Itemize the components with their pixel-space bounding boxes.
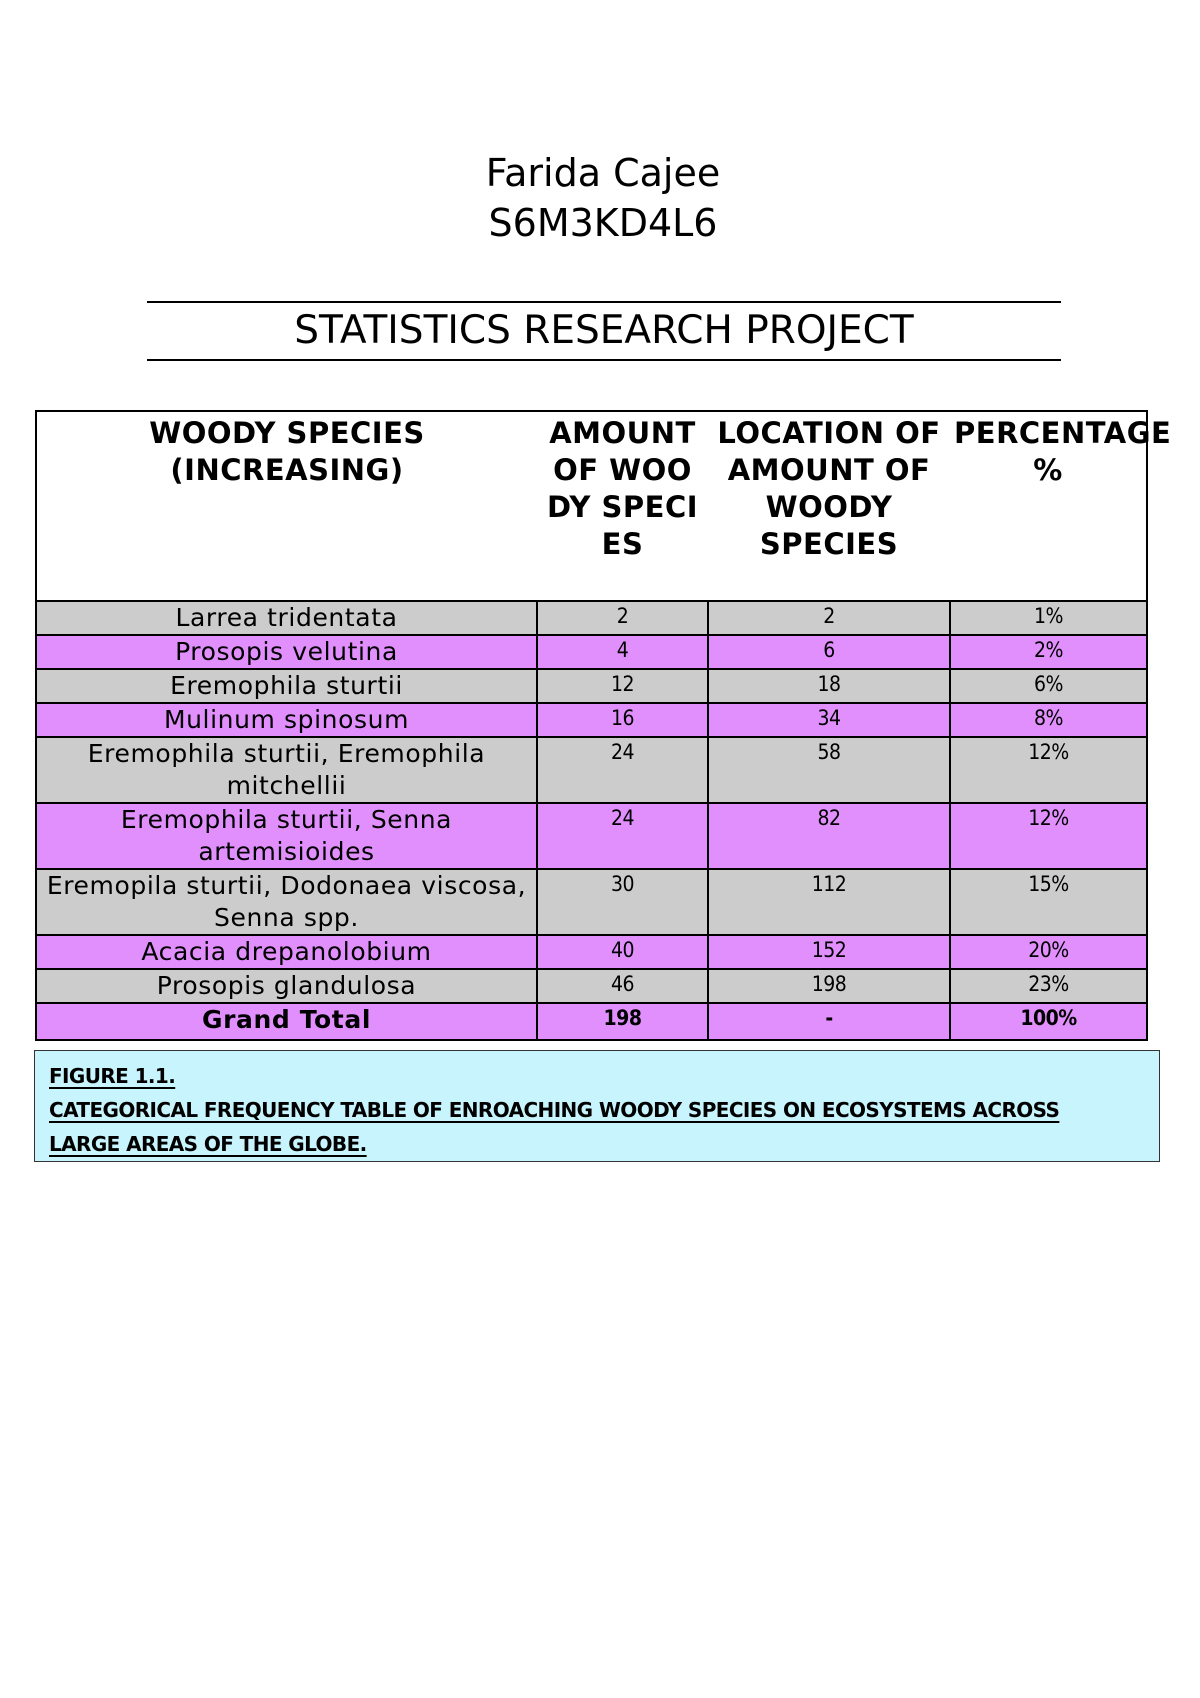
cell-species: Eremophila sturtii, Eremophila mitchelli… <box>35 736 538 804</box>
cell-location: 34 <box>707 702 951 738</box>
cell-amount: 40 <box>536 934 709 970</box>
cell-species: Prosopis glandulosa <box>35 968 538 1004</box>
cell-percentage: 20% <box>949 934 1148 970</box>
cell-amount: 4 <box>536 634 709 670</box>
cell-location: 2 <box>707 600 951 636</box>
cell-species: Prosopis velutina <box>35 634 538 670</box>
grand-total-row: Grand Total 198 - 100% <box>35 1002 1148 1041</box>
cell-amount: 2 <box>536 600 709 636</box>
header-species: WOODY SPECIES (INCREASING) <box>36 411 537 601</box>
grand-total-label: Grand Total <box>35 1002 538 1041</box>
cell-species: Eremopila sturtii, Dodonaea viscosa, Sen… <box>35 868 538 936</box>
table-row: Eremopila sturtii, Dodonaea viscosa, Sen… <box>35 868 1148 936</box>
table-row: Prosopis glandulosa 46 198 23% <box>35 968 1148 1004</box>
cell-amount: 24 <box>536 802 709 870</box>
cell-percentage: 6% <box>949 668 1148 704</box>
caption-line-1: CATEGORICAL FREQUENCY TABLE OF ENROACHIN… <box>49 1098 1060 1122</box>
header-location: LOCATION OF AMOUNT OF WOODY SPECIES <box>708 411 950 601</box>
cell-location: 152 <box>707 934 951 970</box>
cell-percentage: 23% <box>949 968 1148 1004</box>
cell-percentage: 12% <box>949 802 1148 870</box>
table-row: Mulinum spinosum 16 34 8% <box>35 702 1148 738</box>
grand-total-amount: 198 <box>536 1002 709 1041</box>
cell-location: 6 <box>707 634 951 670</box>
frequency-table: WOODY SPECIES (INCREASING) AMOUNT OF WOO… <box>35 410 1171 1041</box>
table-row: Eremophila sturtii, Eremophila mitchelli… <box>35 736 1148 804</box>
cell-species: Acacia drepanolobium <box>35 934 538 970</box>
header-amount: AMOUNT OF WOODY SPECIES <box>537 411 708 601</box>
figure-caption: FIGURE 1.1. CATEGORICAL FREQUENCY TABLE … <box>34 1050 1160 1162</box>
author-name: Farida Cajee <box>485 151 721 195</box>
caption-line-2: LARGE AREAS OF THE GLOBE. <box>49 1132 367 1156</box>
table-header-row: WOODY SPECIES (INCREASING) AMOUNT OF WOO… <box>36 411 1171 601</box>
cell-amount: 24 <box>536 736 709 804</box>
cell-location: 58 <box>707 736 951 804</box>
table-row: Eremophila sturtii, Senna artemisioides … <box>35 802 1148 870</box>
grand-total-location: - <box>707 1002 951 1041</box>
cell-species: Eremophila sturtii <box>35 668 538 704</box>
cell-percentage: 8% <box>949 702 1148 738</box>
cell-percentage: 1% <box>949 600 1148 636</box>
cell-percentage: 15% <box>949 868 1148 936</box>
figure-number: FIGURE 1.1. <box>49 1064 176 1088</box>
cell-species: Mulinum spinosum <box>35 702 538 738</box>
author-block: Farida Cajee S6M3KD4L6 <box>0 148 1200 248</box>
cell-amount: 30 <box>536 868 709 936</box>
grand-total-percentage: 100% <box>949 1002 1148 1041</box>
cell-location: 198 <box>707 968 951 1004</box>
table-row: Prosopis velutina 4 6 2% <box>35 634 1148 670</box>
cell-amount: 12 <box>536 668 709 704</box>
table-row: Acacia drepanolobium 40 152 20% <box>35 934 1148 970</box>
cell-percentage: 2% <box>949 634 1148 670</box>
cell-species: Eremophila sturtii, Senna artemisioides <box>35 802 538 870</box>
student-id: S6M3KD4L6 <box>488 201 718 245</box>
cell-species: Larrea tridentata <box>35 600 538 636</box>
cell-location: 18 <box>707 668 951 704</box>
cell-percentage: 12% <box>949 736 1148 804</box>
cell-amount: 46 <box>536 968 709 1004</box>
page-title: STATISTICS RESEARCH PROJECT <box>147 301 1061 361</box>
header-percentage: PERCENTAGE % <box>950 411 1171 601</box>
cell-location: 82 <box>707 802 951 870</box>
table-row: Eremophila sturtii 12 18 6% <box>35 668 1148 704</box>
cell-amount: 16 <box>536 702 709 738</box>
cell-location: 112 <box>707 868 951 936</box>
table-row: Larrea tridentata 2 2 1% <box>35 600 1148 636</box>
